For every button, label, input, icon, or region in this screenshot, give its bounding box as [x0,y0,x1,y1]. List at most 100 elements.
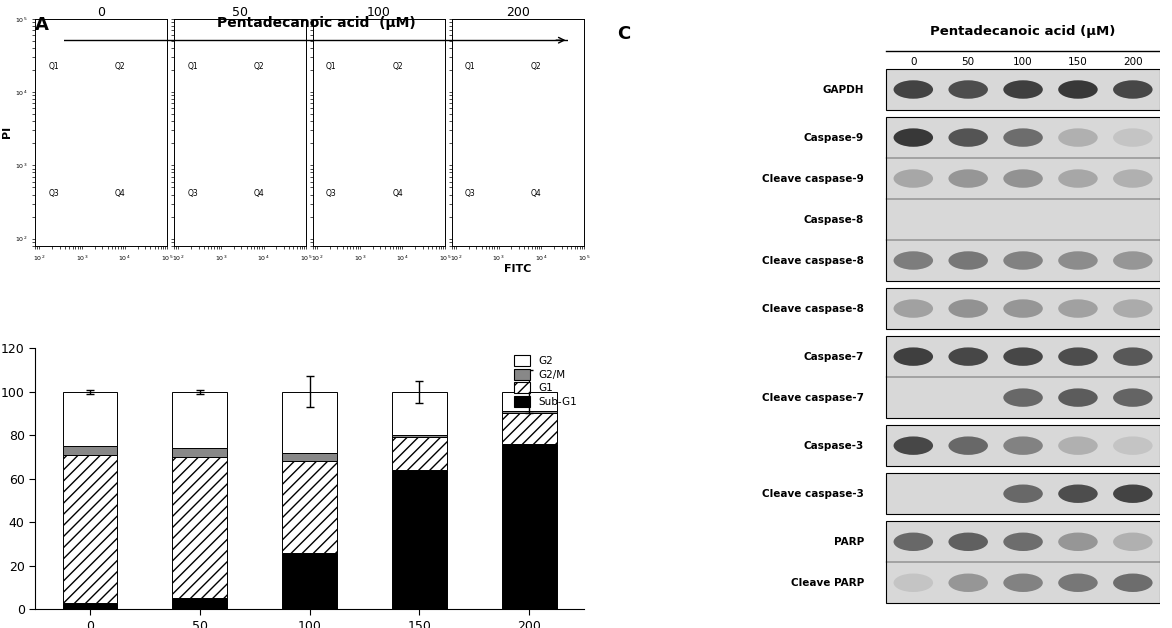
Point [289,254,308,264]
Point [413,330,431,340]
Point [299,266,318,276]
Point [423,243,442,253]
Point [118,310,137,320]
Point [0,309,7,319]
Point [155,261,173,271]
Point [267,301,286,311]
Point [121,307,139,317]
Point [6,255,25,265]
Point [298,268,316,278]
Point [150,257,169,267]
Point [124,327,143,337]
Point [259,291,278,301]
Point [0,313,5,323]
Point [151,240,170,250]
Point [129,320,148,330]
Point [0,316,7,326]
Point [125,314,144,324]
Point [155,273,173,283]
Point [277,264,295,274]
Point [291,272,309,282]
Point [13,328,32,338]
Point [124,315,143,325]
Point [144,259,163,269]
Point [427,260,445,270]
Point [289,270,308,280]
Point [0,296,13,306]
Point [120,311,138,321]
Point [289,251,308,261]
Point [11,331,29,341]
Point [279,276,298,286]
Point [423,263,442,273]
Point [121,322,139,332]
Point [8,319,27,329]
Point [0,315,6,325]
Point [0,300,4,310]
Point [423,268,442,278]
Point [145,313,164,323]
Point [430,252,449,263]
Point [409,306,428,316]
Point [436,246,455,256]
Point [270,321,288,331]
Point [278,307,297,317]
Point [246,268,265,278]
Point [255,310,274,320]
Point [146,250,165,260]
Point [127,325,145,335]
Point [125,312,144,322]
Point [0,315,4,325]
Point [135,317,154,327]
Point [0,307,5,317]
Point [288,244,307,254]
Point [431,258,450,268]
Point [451,254,470,264]
Point [429,261,448,271]
Point [287,254,306,264]
Point [263,311,281,321]
Point [297,254,315,264]
Point [279,254,298,264]
Point [286,320,305,330]
Point [427,258,445,268]
Point [0,271,9,281]
Point [289,252,308,262]
Point [293,315,312,325]
Point [266,306,285,316]
Point [260,327,279,337]
Point [122,316,141,326]
Point [416,266,435,276]
Point [141,296,159,306]
Point [422,311,441,322]
Point [124,321,143,331]
Point [435,269,454,279]
Point [121,317,139,327]
Point [286,257,305,268]
Point [0,314,8,324]
Ellipse shape [1058,436,1098,455]
Point [437,247,456,257]
Point [432,268,451,278]
Point [432,258,451,268]
Point [0,321,18,331]
Point [389,301,408,311]
Point [132,293,151,303]
Point [0,306,13,316]
Point [289,311,308,322]
Point [432,249,451,259]
Point [430,271,449,281]
Point [12,310,30,320]
Point [425,252,444,263]
Point [427,266,445,276]
Point [132,306,151,317]
Point [285,248,304,258]
Point [0,322,4,332]
Point [136,278,155,288]
Point [111,325,130,335]
Point [0,313,9,323]
Point [441,276,459,286]
Point [0,265,7,275]
Point [432,246,451,256]
Point [282,275,301,285]
